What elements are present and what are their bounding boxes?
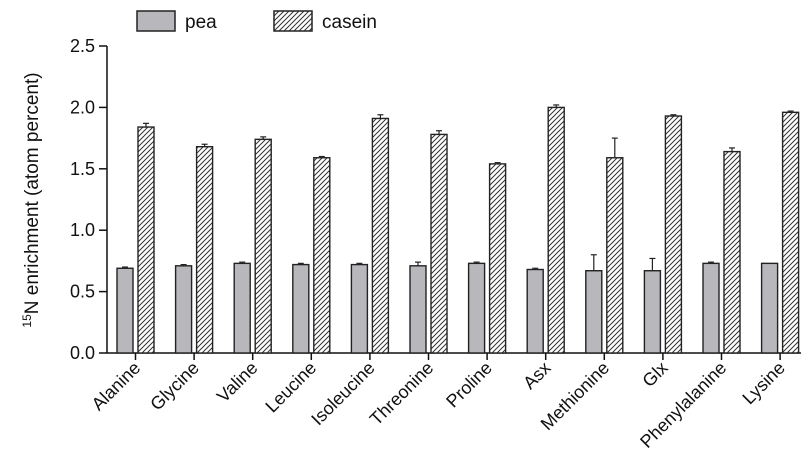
bar-casein-leucine [313, 157, 331, 354]
bar-pea-methionine [585, 270, 603, 354]
bar-casein-glycine [195, 145, 214, 354]
x-tick-label: Alanine [88, 358, 145, 415]
legend: pea casein [136, 10, 377, 33]
y-tick-label: 0.0 [70, 343, 95, 363]
legend-swatch-pea [136, 10, 176, 32]
y-tick-label: 2.0 [70, 97, 95, 117]
bar-casein-phenylalanine [723, 150, 741, 354]
y-tick-label: 1.0 [70, 220, 95, 240]
y-axis-title-superscript: 15 [20, 314, 34, 328]
x-tick-label: Leucine [261, 358, 320, 417]
y-ticks: 0.0 0.5 1.0 1.5 2.0 2.5 [70, 36, 107, 363]
legend-swatch-casein [273, 10, 313, 32]
x-tick-label: Valine [213, 358, 262, 407]
bar-pea-isoleucine [350, 263, 369, 354]
x-tick-label: Proline [442, 358, 496, 412]
bar-pea-glx [643, 270, 662, 354]
x-tick-label: Glx [638, 358, 671, 391]
bar-pea-phenylalanine [702, 262, 720, 354]
y-axis-title-text: N enrichment (atom percent) [22, 72, 43, 314]
bar-pea-leucine [292, 263, 310, 354]
bar-pea-glycine [174, 265, 193, 354]
legend-label-casein: casein [322, 12, 377, 33]
y-tick-label: 1.5 [70, 159, 95, 179]
x-tick-label: Threonine [366, 358, 437, 429]
y-tick-label: 2.5 [70, 36, 95, 56]
bar-pea-threonine [409, 265, 427, 354]
bar-casein-isoleucine [371, 117, 390, 354]
bar-casein-threonine [430, 133, 448, 354]
bar-casein-valine [254, 138, 272, 354]
x-tick-labels: Alanine Glycine Valine LeucineIsoleucineThr… [88, 353, 789, 452]
bar-casein-lysine [781, 111, 800, 354]
bar-casein-methionine [606, 157, 624, 354]
bar-casein-asx [547, 106, 565, 354]
y-axis-title: 15N enrichment (atom percent) [20, 72, 43, 327]
bar-pea-lysine [760, 262, 779, 354]
bar-casein-glx [664, 115, 683, 354]
bar-pea-proline [467, 262, 486, 354]
x-tick-label: Glycine [146, 358, 203, 415]
x-tick-label: Lysine [738, 358, 788, 408]
bar-pea-alanine [116, 267, 134, 354]
bars [116, 104, 800, 354]
bar-casein-alanine [137, 126, 155, 354]
y-tick-label: 0.5 [70, 282, 95, 302]
bar-casein-proline [488, 163, 507, 354]
x-tick-label: Asx [519, 358, 554, 393]
bar-pea-asx [526, 268, 544, 354]
bar-pea-valine [233, 262, 251, 354]
legend-label-pea: pea [185, 12, 217, 33]
